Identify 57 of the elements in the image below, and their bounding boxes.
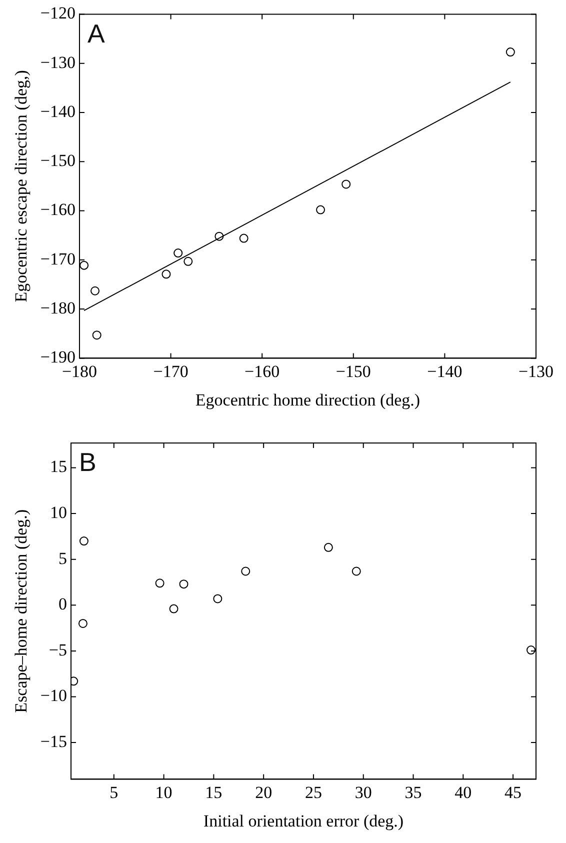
x-tick-label: 45 <box>504 782 522 802</box>
point <box>506 48 515 57</box>
point <box>526 646 536 655</box>
point <box>239 234 248 243</box>
y-axis-title: Escape–home direction (deg.) <box>12 509 31 713</box>
x-tick-label: −130 <box>518 362 554 381</box>
y-tick-label: −150 <box>40 151 76 170</box>
point <box>352 566 361 576</box>
point <box>184 256 193 266</box>
y-tick-label: 5 <box>58 548 67 568</box>
y-tick-label: 15 <box>50 457 67 476</box>
point <box>155 578 164 588</box>
x-tick-label: −160 <box>244 362 280 381</box>
y-tick-label: 10 <box>50 503 67 522</box>
x-tick-label: −140 <box>427 362 462 381</box>
point <box>214 232 224 241</box>
y-axis-title: Egocentric escape direction (deg,) <box>12 70 31 302</box>
x-tick-label: −170 <box>153 362 188 381</box>
point <box>174 248 183 258</box>
y-tick-label: −170 <box>40 249 76 268</box>
x-axis-title: Initial orientation error (deg.) <box>203 811 404 830</box>
point <box>78 618 88 628</box>
x-tick-label: 30 <box>354 782 372 802</box>
x-tick-label: 20 <box>255 782 272 802</box>
y-tick-label: −5 <box>48 640 67 660</box>
x-tick-label: 35 <box>404 782 422 802</box>
point <box>342 180 351 189</box>
point <box>169 604 178 614</box>
point <box>162 270 171 279</box>
point <box>316 205 326 214</box>
point <box>90 286 100 296</box>
y-tick-label: −120 <box>40 4 76 23</box>
point <box>92 330 102 340</box>
annotation: B <box>78 447 96 478</box>
point <box>70 676 78 686</box>
x-tick-label: 5 <box>110 782 118 802</box>
y-tick-label: −15 <box>40 732 67 752</box>
point <box>80 260 89 270</box>
x-axis-title: Egocentric home direction (deg.) <box>195 390 420 410</box>
point <box>241 566 250 576</box>
x-tick-label: −150 <box>336 362 371 381</box>
annotation: A <box>87 18 106 48</box>
x-tick-label: 40 <box>454 782 472 802</box>
y-tick-label: −160 <box>40 200 76 220</box>
y-tick-label: 0 <box>58 594 67 614</box>
y-tick-label: −180 <box>40 298 76 318</box>
y-tick-label: −140 <box>40 102 76 121</box>
x-tick-label: 15 <box>205 782 222 802</box>
point <box>179 580 188 589</box>
point <box>79 536 88 546</box>
y-tick-label: −10 <box>40 686 67 706</box>
point <box>324 542 333 552</box>
point <box>213 594 222 604</box>
x-tick-label: 25 <box>304 782 322 802</box>
x-tick-label: 10 <box>155 782 172 802</box>
y-tick-label: −190 <box>40 348 76 367</box>
y-tick-label: −130 <box>40 52 76 72</box>
